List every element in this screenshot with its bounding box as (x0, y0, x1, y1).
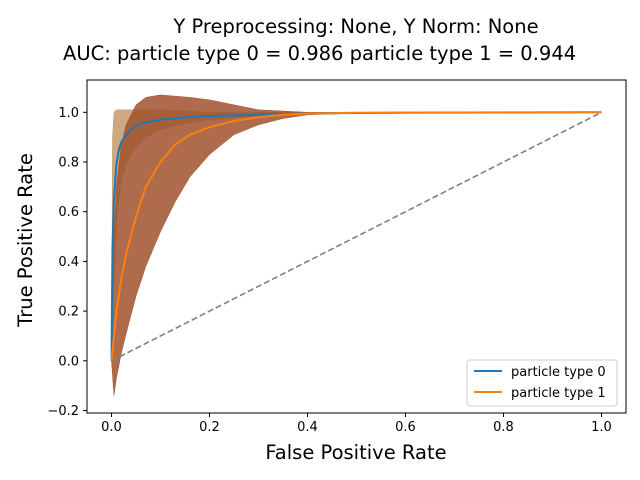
diagonal-line (111, 111, 602, 362)
line-series-1 (110, 111, 602, 361)
chart-title-line1: Y Preprocessing: None, Y Norm: None (172, 15, 538, 38)
x-ticks: 0.0 0.2 0.4 0.6 0.8 1.0 (101, 413, 612, 435)
y-axis-label: True Positive Rate (14, 153, 37, 328)
x-tick-label: 0.2 (199, 420, 220, 435)
series-lines (110, 111, 602, 361)
y-tick-label: 0.6 (58, 205, 79, 220)
x-axis-label: False Positive Rate (265, 441, 446, 464)
y-tick-label: 0.8 (58, 156, 79, 171)
x-tick-label: 0.6 (395, 420, 416, 435)
y-tick-label: −0.2 (47, 404, 79, 419)
y-tick-label: 0.2 (58, 305, 79, 320)
y-tick-label: 0.4 (58, 255, 79, 270)
y-ticks: −0.2 0.0 0.2 0.4 0.6 0.8 1.0 (47, 106, 87, 419)
x-tick-label: 1.0 (591, 420, 612, 435)
axes-frame-rect (86, 79, 627, 414)
y-tick-label: 0.0 (58, 354, 79, 369)
y-tick-label: 1.0 (58, 106, 79, 121)
x-tick-label: 0.0 (101, 420, 122, 435)
chart-title-line2: AUC: particle type 0 = 0.986 particle ty… (63, 42, 576, 65)
legend-box (466, 359, 618, 407)
legend-label-1: particle type 1 (511, 386, 606, 401)
legend: particle type 0 particle type 1 (466, 359, 618, 407)
axes-frame (86, 79, 627, 414)
diagonal-reference (111, 111, 602, 362)
x-tick-label: 0.8 (493, 420, 514, 435)
x-tick-label: 0.4 (297, 420, 318, 435)
legend-label-0: particle type 0 (511, 365, 606, 380)
